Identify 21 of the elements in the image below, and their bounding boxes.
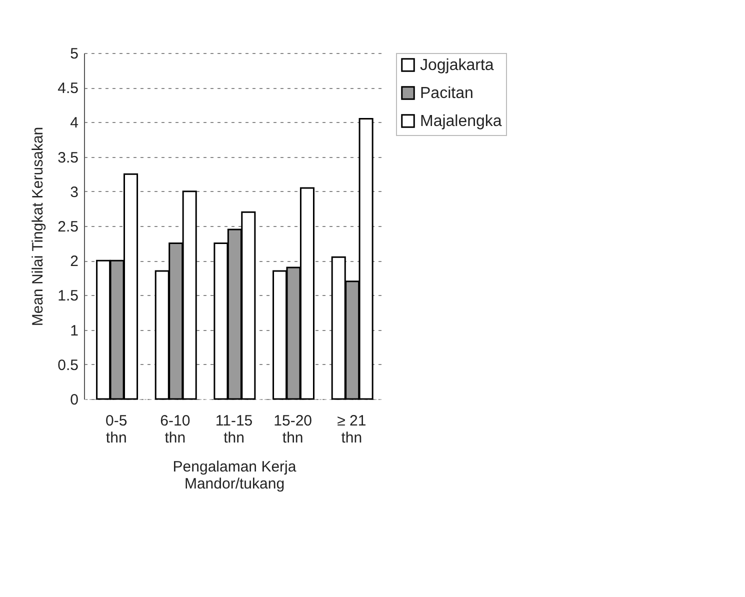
y-tick-label: 0 xyxy=(70,392,78,408)
x-tick-label: 11-15 thn xyxy=(215,412,253,446)
y-tick-label: 2.5 xyxy=(58,218,78,236)
y-axis-title: Mean Nilai Tingkat Kerusakan xyxy=(30,126,47,326)
x-tick-label: ≥ 21 thn xyxy=(337,412,366,446)
y-tick-label: 1.5 xyxy=(58,288,78,305)
y-tick-label: 5 xyxy=(70,46,78,62)
legend-label: Pacitan xyxy=(420,85,474,102)
y-tick-label: 4.5 xyxy=(58,80,78,98)
x-tick-label: 6-10 thn xyxy=(160,412,190,446)
x-tick-label: 15-20 thn xyxy=(274,412,312,446)
y-tick-label: 2 xyxy=(70,253,78,270)
y-tick-label: 1 xyxy=(70,322,78,340)
x-tick-label: 0-5 thn xyxy=(106,412,128,446)
y-tick-label: 0.5 xyxy=(58,356,78,374)
legend-label: Jogjakarta xyxy=(420,57,494,74)
legend-label: Majalengka xyxy=(420,113,502,130)
y-tick-label: 3.5 xyxy=(58,149,78,166)
x-axis-title: Pengalaman Kerja Mandor/tukang xyxy=(172,458,297,492)
y-tick-label: 3 xyxy=(70,184,78,201)
y-tick-label: 4 xyxy=(70,114,78,132)
